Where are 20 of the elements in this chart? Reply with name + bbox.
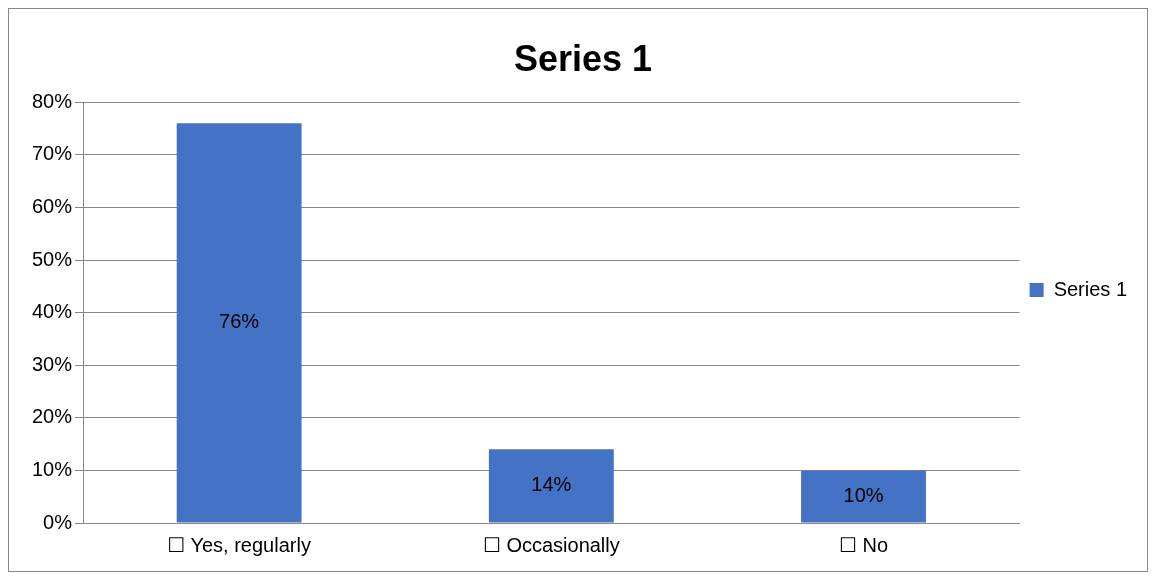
x-tick-label: ☐ No [839, 533, 889, 556]
y-tick-label: 80% [32, 89, 73, 112]
data-label: 10% [843, 483, 884, 506]
legend-label: Series 1 [1053, 277, 1128, 300]
x-tick-label: ☐ Yes, regularly [167, 533, 311, 556]
data-label: 76% [219, 310, 260, 333]
y-tick-label: 30% [32, 352, 73, 375]
y-tick-label: 20% [32, 405, 73, 428]
y-tick-label: 70% [32, 142, 73, 165]
y-tick-label: 50% [32, 247, 73, 270]
y-tick-label: 0% [43, 510, 73, 533]
chart-title: Series 1 [513, 37, 653, 79]
y-tick-label: 40% [32, 300, 73, 323]
y-tick-label: 10% [32, 457, 73, 480]
x-tick-label: ☐ Occasionally [482, 533, 620, 556]
bar [488, 449, 614, 523]
bar [801, 470, 926, 523]
bar [176, 123, 302, 523]
y-tick-label: 60% [32, 194, 73, 217]
data-label: 14% [531, 473, 572, 496]
